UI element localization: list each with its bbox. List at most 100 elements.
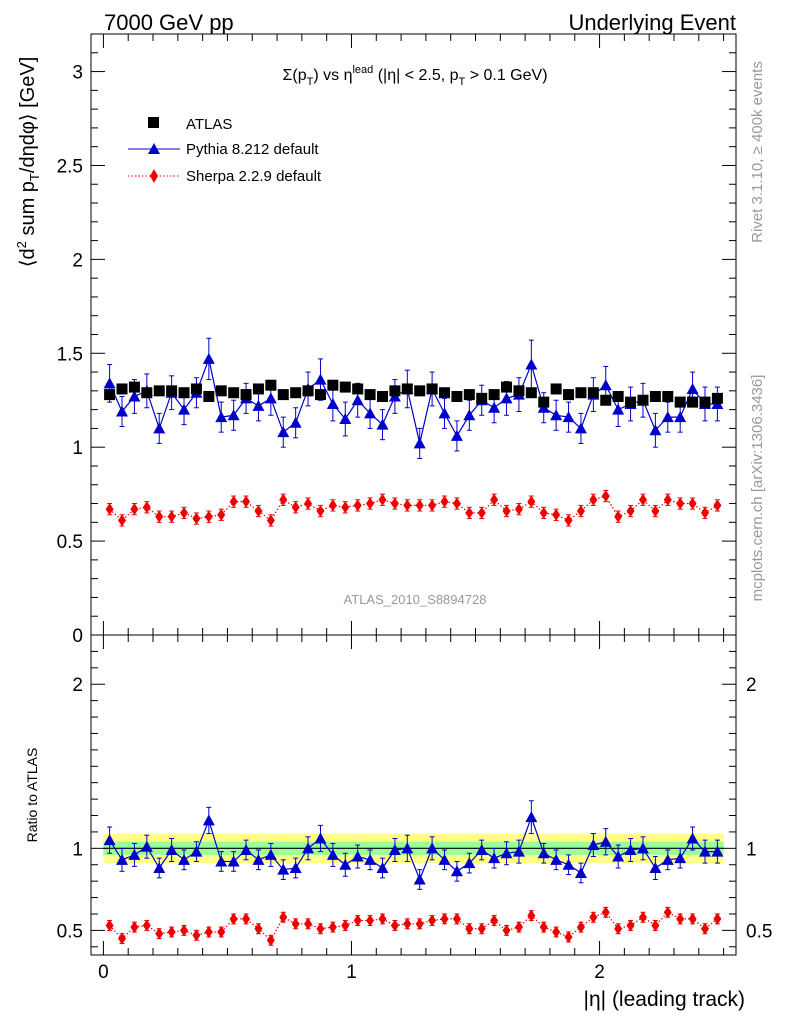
title-sub-1: T	[307, 76, 314, 88]
atlas-point	[699, 396, 711, 408]
pythia-point	[202, 352, 215, 364]
pythia-ratio-point	[314, 832, 327, 844]
sherpa-ratio-point	[700, 922, 709, 935]
pythia-ratio-point	[698, 845, 711, 857]
atlas-point	[463, 389, 475, 401]
sherpa-ratio-point	[576, 921, 585, 934]
sherpa-line	[109, 495, 718, 522]
pythia-point	[612, 403, 625, 415]
atlas-point	[637, 394, 649, 406]
atlas-point	[141, 387, 153, 399]
title-part-1: Σ(p	[282, 67, 306, 84]
atlas-point	[203, 390, 215, 402]
pythia-point	[686, 382, 699, 394]
pythia-point	[314, 373, 327, 385]
pythia-ratio-point	[550, 853, 563, 865]
sherpa-ratio-point	[477, 922, 486, 935]
pythia-point	[116, 405, 129, 417]
pythia-ratio-point	[500, 847, 513, 859]
pythia-ratio-point	[376, 862, 389, 874]
atlas-point	[364, 389, 376, 401]
pythia-point	[463, 409, 476, 421]
pythia-ratio-point	[103, 834, 116, 846]
sherpa-point	[105, 503, 114, 516]
energy-label: 7000 GeV pp	[104, 10, 234, 35]
sherpa-point	[490, 493, 499, 506]
pythia-ratio-point	[475, 843, 488, 855]
sherpa-point	[514, 503, 523, 516]
atlas-point	[190, 383, 202, 395]
sherpa-ratio-point	[291, 917, 300, 930]
sherpa-ratio-point	[204, 926, 213, 939]
atlas-point	[550, 383, 562, 395]
pythia-ratio-point	[686, 832, 699, 844]
atlas-point	[228, 387, 240, 399]
process-label: Underlying Event	[568, 10, 736, 35]
pythia-ratio-point	[351, 850, 364, 862]
sherpa-point	[564, 514, 573, 527]
pythia-ratio-point	[289, 862, 302, 874]
atlas-point	[649, 390, 661, 402]
sherpa-point	[452, 497, 461, 510]
sherpa-point	[576, 505, 585, 518]
sherpa-ratio-series	[105, 906, 722, 947]
pythia-point	[289, 416, 302, 428]
atlas-point	[711, 392, 723, 404]
sherpa-ratio-point	[304, 917, 313, 930]
ratio-ytick-label-left: 0.5	[57, 921, 83, 942]
pythia-point	[450, 429, 463, 441]
pythia-ratio-point	[574, 866, 587, 878]
atlas-point	[612, 390, 624, 402]
sherpa-point	[638, 493, 647, 506]
pythia-point	[376, 418, 389, 430]
pythia-ratio-point	[388, 843, 401, 855]
title-part-2: ) vs η	[313, 67, 352, 84]
atlas-point	[600, 394, 612, 406]
sherpa-ratio-point	[328, 921, 337, 934]
sherpa-point	[539, 506, 548, 519]
sherpa-ratio-point	[452, 912, 461, 925]
sherpa-point	[118, 514, 127, 527]
sherpa-ratio-point	[254, 922, 263, 935]
title-sup: lead	[352, 64, 373, 76]
pythia-ratio-point	[401, 842, 414, 854]
pythia-ratio-point	[525, 811, 538, 823]
ratio-ytick-label-right: 1	[746, 839, 757, 860]
sherpa-point	[415, 499, 424, 512]
atlas-point	[625, 396, 637, 408]
pythia-ratio-point	[426, 842, 439, 854]
atlas-point	[674, 396, 686, 408]
pythia-point	[562, 411, 575, 423]
legend-atlas-marker	[148, 117, 159, 128]
atlas-point	[153, 385, 165, 397]
xtick-label: 2	[594, 962, 605, 983]
pythia-line	[109, 356, 718, 444]
sherpa-point	[279, 493, 288, 506]
pythia-ratio-point	[649, 862, 662, 874]
sherpa-point	[328, 499, 337, 512]
sherpa-ratio-point	[142, 919, 151, 932]
sherpa-point	[142, 501, 151, 514]
atlas-point	[451, 390, 463, 402]
pythia-ratio-point	[252, 853, 265, 865]
atlas-point	[587, 387, 599, 399]
sherpa-point	[440, 495, 449, 508]
sherpa-point	[155, 510, 164, 523]
sherpa-point	[180, 506, 189, 519]
sherpa-point	[204, 510, 213, 523]
sherpa-point	[651, 505, 660, 518]
sherpa-point	[304, 497, 313, 510]
atlas-point	[439, 387, 451, 399]
pythia-point	[264, 392, 277, 404]
pythia-ratio-line	[109, 815, 718, 882]
main-ytick-label: 0.5	[57, 532, 83, 553]
pythia-point	[364, 407, 377, 419]
sherpa-point	[700, 506, 709, 519]
pythia-ratio-point	[364, 853, 377, 865]
ratio-ytick-label-left: 2	[72, 675, 83, 696]
atlas-point	[116, 383, 128, 395]
pythia-ratio-point	[302, 842, 315, 854]
sherpa-point	[403, 499, 412, 512]
atlas-point	[290, 387, 302, 399]
